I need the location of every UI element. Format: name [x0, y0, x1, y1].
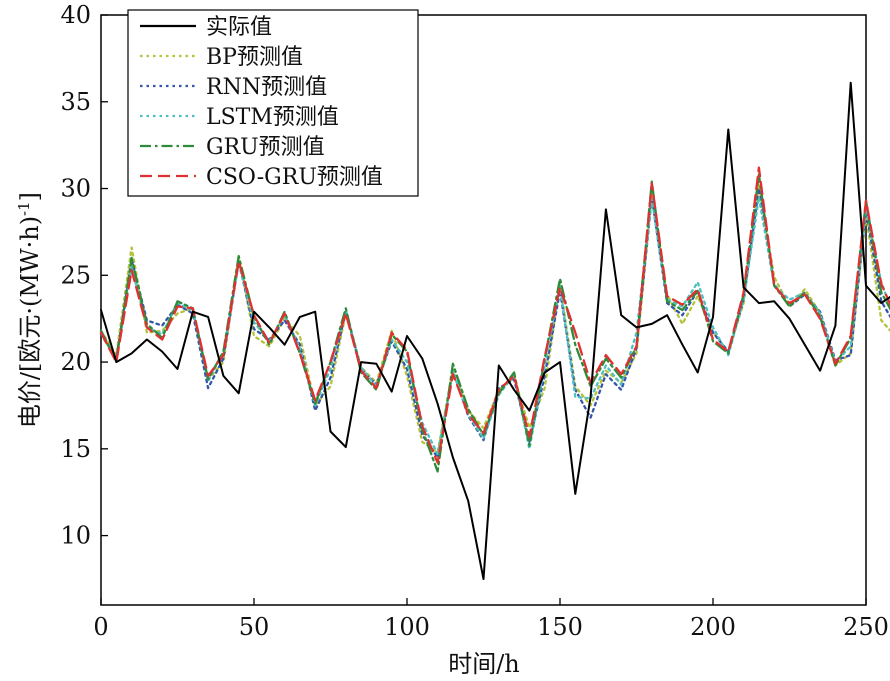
legend-label: CSO-GRU预测值 — [206, 165, 383, 190]
y-tick-label: 25 — [60, 261, 91, 289]
legend-label: RNN预测值 — [206, 75, 327, 100]
series-line-series-0 — [100, 81, 890, 580]
ticks-layer: 0 50 100 150 200 250 10 15 20 25 30 35 40 — [60, 1, 888, 641]
legend-items: 实际值 BP预测值 RNN预测值 LSTM预测值 GRU预测值 CSO-GRU预测值 — [140, 15, 383, 190]
legend-label: GRU预测值 — [206, 135, 325, 160]
legend: 实际值 BP预测值 RNN预测值 LSTM预测值 GRU预测值 CSO-GRU预测值 — [127, 9, 419, 197]
x-axis-title: 时间/h — [448, 650, 520, 678]
y-axis-title-main: 电价/[欧元·(MW·h) — [16, 216, 44, 428]
y-tick-label: 35 — [60, 88, 91, 116]
y-axis-title: 电价/[欧元·(MW·h)-1] — [15, 192, 44, 428]
series-layer — [99, 81, 890, 580]
legend-label: 实际值 — [206, 15, 272, 40]
y-tick-label: 40 — [60, 1, 91, 29]
y-tick-label: 10 — [60, 522, 91, 550]
y-tick-label: 15 — [60, 435, 91, 463]
y-tick-label: 20 — [60, 348, 91, 376]
x-tick-label: 50 — [239, 613, 270, 641]
y-tick-label: 30 — [60, 175, 91, 203]
x-tick-label: 150 — [537, 613, 583, 641]
x-tick-label: 100 — [384, 613, 430, 641]
x-tick-label: 0 — [93, 613, 108, 641]
series-line-gru — [99, 173, 890, 473]
legend-box — [127, 9, 419, 197]
y-axis-title-superscript: -1 — [15, 201, 33, 216]
legend-label: LSTM预测值 — [206, 105, 339, 130]
y-axis-title-end: ] — [16, 192, 44, 201]
x-tick-label: 200 — [690, 613, 736, 641]
x-tick-label: 250 — [843, 613, 889, 641]
legend-label: BP预测值 — [206, 45, 303, 70]
